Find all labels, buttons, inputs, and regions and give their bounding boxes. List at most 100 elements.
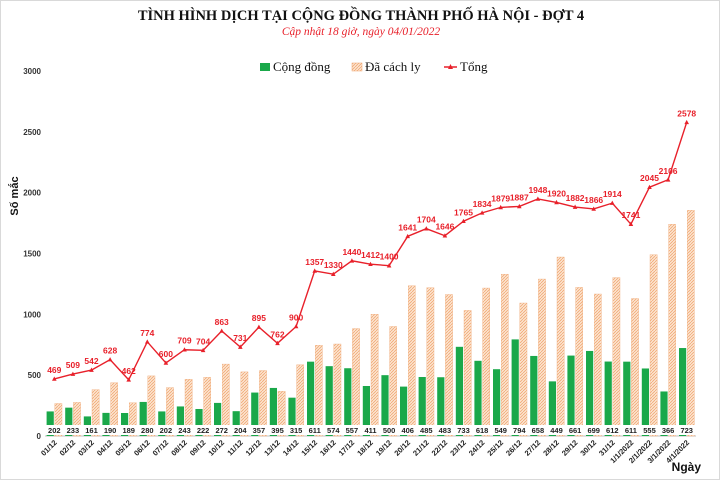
bar-cong-dong [121,413,129,436]
data-label-cong-dong: 794 [513,426,526,435]
data-label-box [677,425,696,435]
bar-cong-dong [437,377,445,436]
point-tong [293,324,299,329]
bar-da-cach-ly [333,343,342,437]
legend-label-tong: Tổng [460,59,488,74]
data-label-cong-dong: 549 [494,426,507,435]
x-tick-label: 26/12 [504,438,524,458]
data-label-box [249,425,268,435]
y-tick-label: 3000 [23,67,41,76]
bar-da-cach-ly [426,287,435,437]
bar-cong-dong [660,391,668,436]
bar-da-cach-ly [594,293,602,437]
data-label-tong: 1882 [566,193,585,203]
data-label-box [473,425,492,435]
bar-da-cach-ly [445,294,453,437]
x-tick-label: 13/12 [262,438,282,458]
bar-da-cach-ly [389,326,398,437]
data-label-cong-dong: 658 [532,426,545,435]
point-tong [591,206,596,211]
data-label-box [342,425,361,435]
data-label-tong: 462 [122,366,136,376]
data-label-cong-dong: 243 [178,426,191,435]
x-tick-label: 27/12 [523,438,543,458]
data-label-tong: 1330 [324,260,343,270]
x-tick-label: 11/12 [225,438,244,457]
bar-da-cach-ly [370,314,379,437]
data-label-box [603,425,622,435]
data-label-cong-dong: 395 [271,426,284,435]
data-label-cong-dong: 661 [569,426,582,435]
bar-da-cach-ly [110,382,118,437]
bar-cong-dong [418,376,426,436]
x-tick-label: 04/12 [95,438,115,458]
data-label-cong-dong: 406 [401,426,414,435]
point-tong [331,271,336,276]
x-tick-label: 09/12 [188,438,208,458]
data-label-tong: 1948 [528,185,547,195]
data-label-tong: 2578 [677,108,696,118]
bar-da-cach-ly [91,389,100,437]
x-tick-label: 07/12 [151,438,171,458]
point-tong [200,347,206,353]
data-label-box [659,425,678,435]
data-label-tong: 1914 [603,189,622,199]
data-label-cong-dong: 555 [643,426,656,435]
chart-title: TÌNH HÌNH DỊCH TẠI CỘNG ĐỒNG THÀNH PHỐ H… [137,8,585,24]
point-tong [145,339,150,344]
data-label-tong: 509 [66,360,80,370]
point-tong [182,347,187,352]
x-tick-label: 30/12 [578,438,598,458]
bar-da-cach-ly [687,210,695,437]
data-label-cong-dong: 612 [606,426,619,435]
data-label-box [547,425,566,435]
data-label-tong: 704 [196,336,210,346]
data-label-box [324,425,343,435]
data-label-box [175,425,194,435]
x-tick-label: 23/12 [448,438,468,458]
data-label-tong: 762 [270,329,284,339]
bar-cong-dong [158,411,166,436]
bar-cong-dong [400,386,408,436]
point-tong [628,221,634,226]
bar-da-cach-ly [668,224,676,437]
data-label-box [82,425,101,435]
data-label-box [212,425,231,435]
legend-swatch-da-cach-ly [351,62,363,72]
bar-da-cach-ly [184,379,193,437]
bar-cong-dong [641,368,649,436]
data-label-box [380,425,399,435]
bar-cong-dong [381,375,389,436]
point-tong [368,261,373,267]
bar-da-cach-ly [259,370,267,437]
bar-cong-dong [195,408,203,436]
data-label-tong: 1646 [435,222,454,232]
point-tong [517,203,522,209]
data-label-box [417,425,436,435]
bar-cong-dong [65,407,73,436]
chart-subtitle: Cập nhật 18 giờ, ngày 04/01/2022 [281,26,441,38]
data-label-cong-dong: 449 [550,426,563,435]
data-label-box [566,425,585,435]
point-tong [256,324,262,329]
data-label-box [305,425,324,435]
data-label-cong-dong: 202 [160,426,173,435]
point-tong [349,258,355,263]
bar-da-cach-ly [203,377,212,437]
bar-cong-dong [325,366,333,436]
data-label-cong-dong: 357 [253,426,266,435]
x-tick-label: 06/12 [132,438,152,458]
bar-da-cach-ly [147,375,156,437]
data-label-tong: 469 [47,365,61,375]
bar-cong-dong [251,392,259,436]
data-label-tong: 774 [140,328,154,338]
y-tick-label: 0 [37,432,42,441]
bar-da-cach-ly [296,364,305,437]
data-label-cong-dong: 500 [383,426,396,435]
data-label-cong-dong: 189 [122,426,135,435]
bar-cong-dong [232,411,240,436]
x-tick-label: 19/12 [374,438,394,458]
y-axis-title: Số mắc [8,176,21,215]
point-tong [665,177,671,182]
